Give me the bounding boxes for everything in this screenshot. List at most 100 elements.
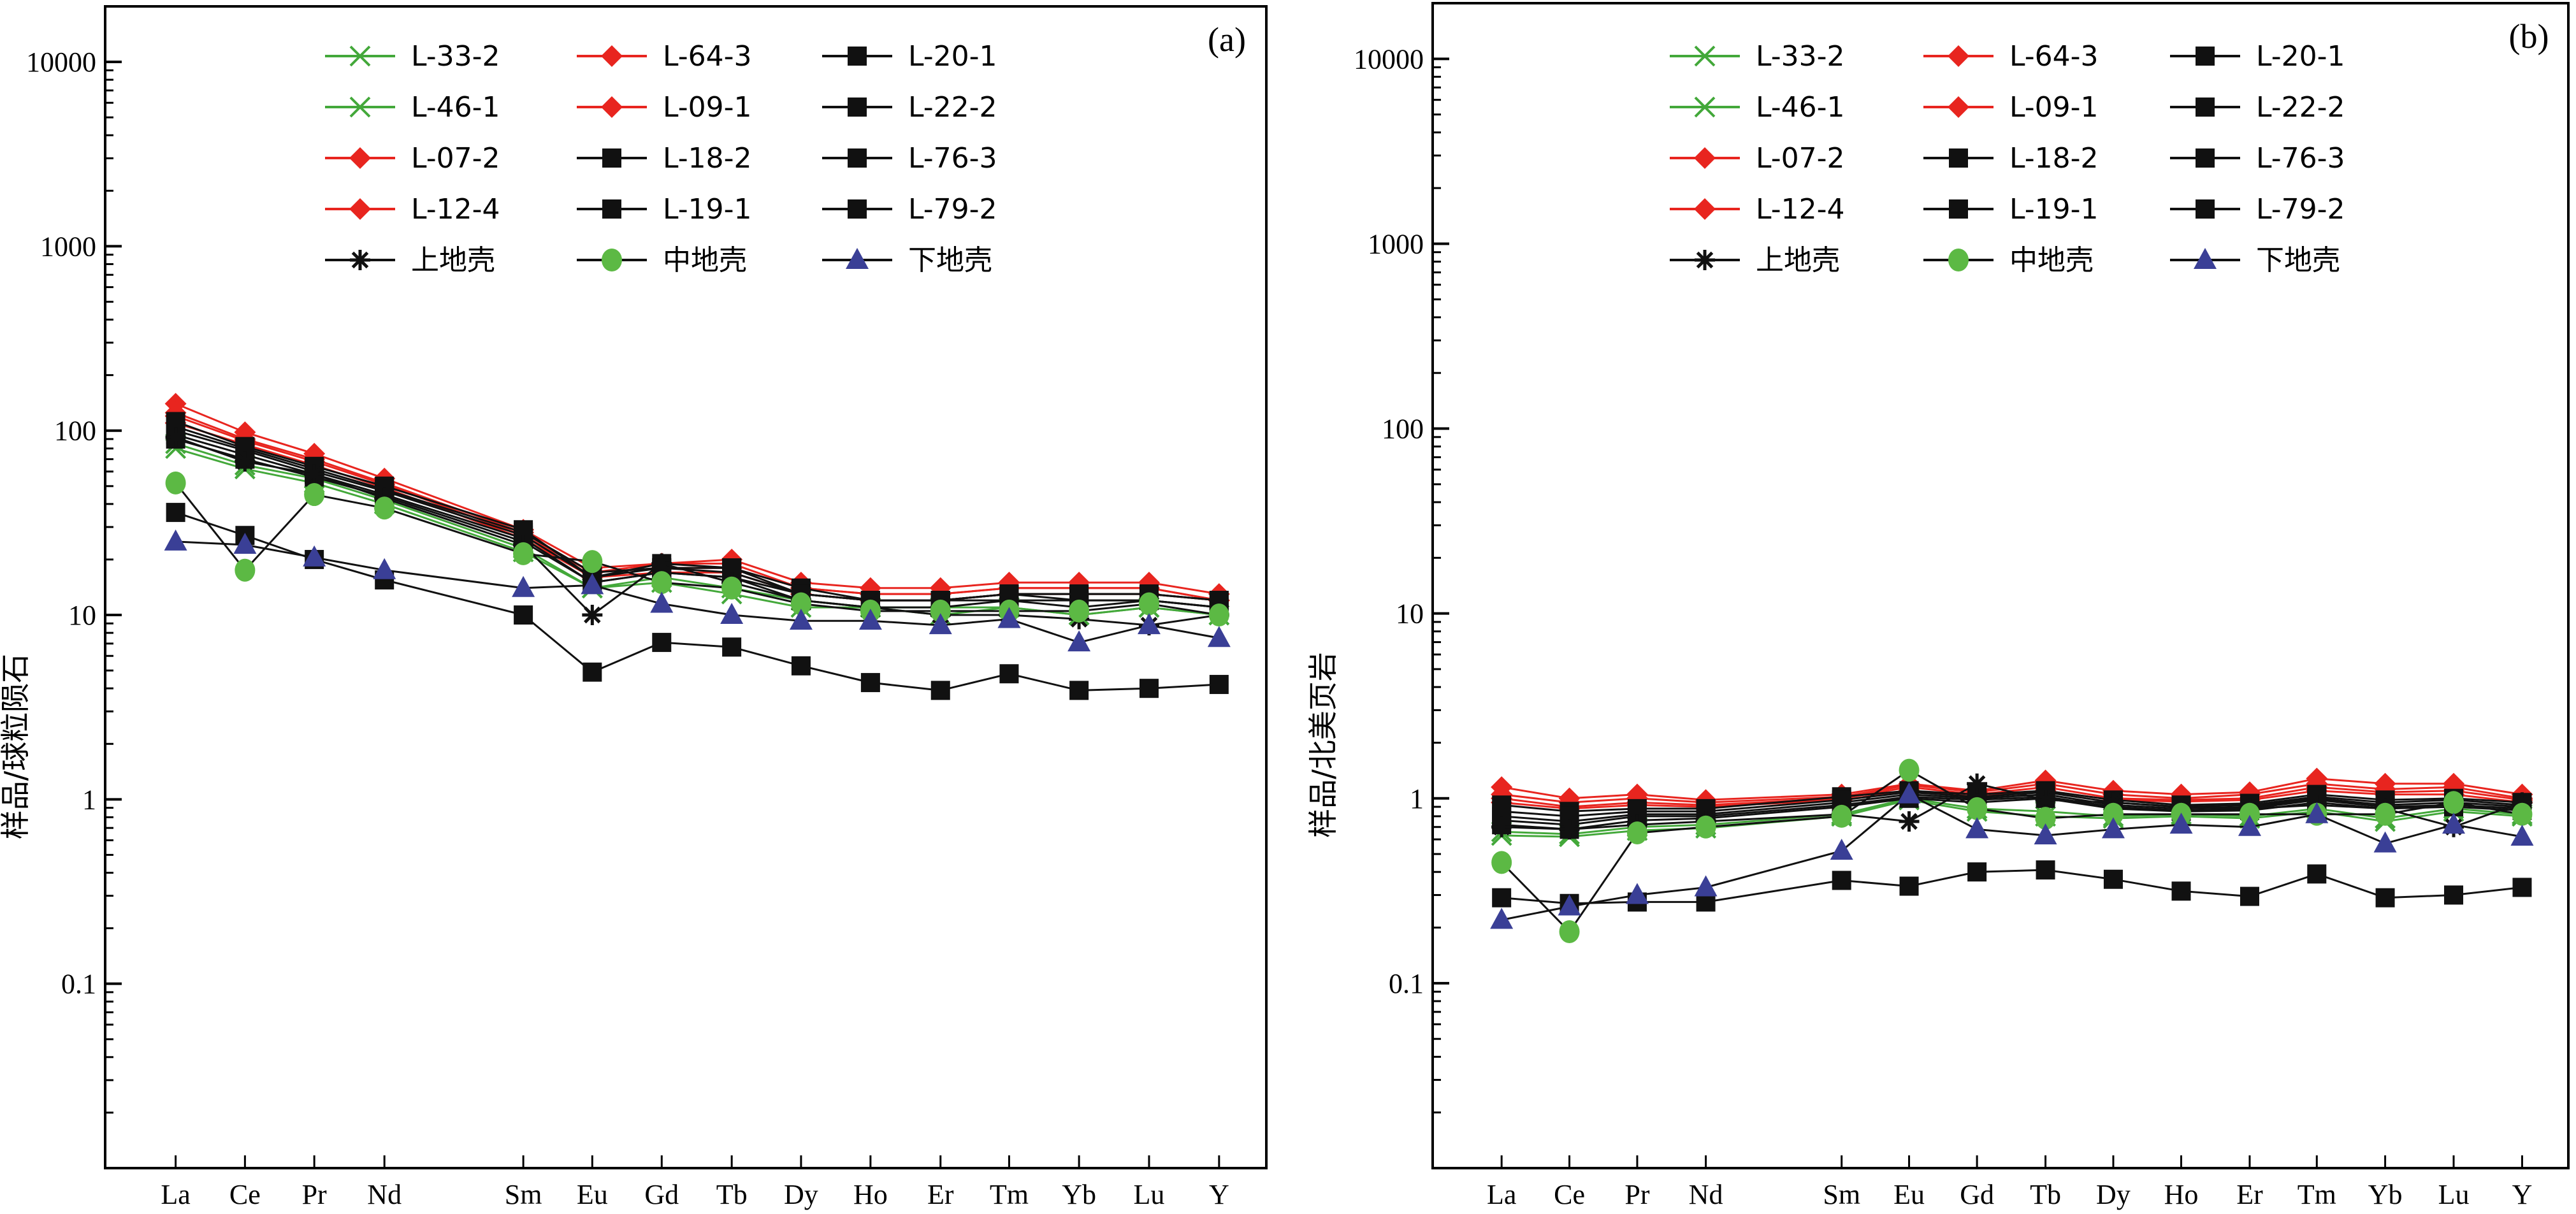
legend-label: L-12-4 [1756,193,1844,226]
legend-marker [602,199,621,219]
x-tick-label: Lu [1134,1179,1165,1210]
data-point [1695,815,1716,839]
legend-entry: L-07-2 [1670,142,1844,175]
data-point [929,613,952,635]
data-point [233,533,257,554]
data-point [2305,802,2329,823]
y-tick-label: 100 [54,416,96,447]
legend-entry: L-19-1 [577,193,751,226]
data-point [2307,864,2327,884]
x-tick-label: Pr [302,1179,327,1210]
legend-marker [602,249,622,271]
legend-entry: L-20-1 [822,40,997,73]
data-point [164,529,187,551]
data-point [1492,888,1512,907]
legend-label: L-79-2 [2256,193,2345,226]
legend-entry: L-76-3 [2170,142,2345,175]
legend-label: L-20-1 [2256,40,2345,73]
legend-marker [1948,249,1969,271]
x-tick-label: Dy [784,1179,818,1210]
legend-label: L-19-1 [663,193,751,226]
data-point [791,656,811,676]
data-point [1069,681,1089,700]
legend: L-33-2 L-46-1 L-07-2 L-12-4 上地壳 L-64-3 L-09-1 L… [1670,40,2345,277]
data-point [2375,802,2396,826]
series-L-79-2 [1492,860,2532,913]
legend-entry: L-46-1 [1670,91,1844,124]
x-tick-label: Gd [644,1179,679,1210]
y-axis: 0.1 1 10 100 1000 10000 [26,5,122,1169]
data-point [2035,807,2056,830]
data-point [1137,613,1161,635]
legend-entry: L-22-2 [2170,91,2345,124]
legend-entry: L-33-2 [325,40,500,73]
data-point [2169,813,2193,834]
legend-marker [349,198,371,220]
x-tick-label: Ce [1554,1179,1585,1210]
legend-marker [1694,198,1716,220]
x-tick-label: Y [1209,1179,1229,1210]
x-tick-label: Ho [2164,1179,2199,1210]
data-point [303,545,326,567]
legend-marker [848,199,867,219]
data-point [1831,804,1852,828]
data-point [1558,894,1581,916]
data-point [1559,920,1580,944]
data-point [2240,886,2259,906]
data-point [2375,888,2395,907]
legend-label: L-12-4 [411,193,500,226]
data-point [1967,797,1988,820]
legend-entry: L-64-3 [577,40,751,73]
data-point [722,637,742,657]
legend-label: L-79-2 [908,193,997,226]
x-tick-label: Sm [1823,1179,1860,1210]
data-point [1139,679,1159,698]
data-point [1207,626,1231,647]
data-point [930,599,951,623]
data-point [1694,875,1718,897]
data-point [2442,813,2466,834]
legend-entry: L-76-3 [822,142,997,175]
data-point [930,681,950,700]
legend-entry: L-09-1 [1923,91,2098,124]
legend-marker [349,147,371,169]
legend-entry: L-12-4 [1670,193,1844,226]
legend-label: 上地壳 [1756,244,1840,277]
y-tick-label: 0.1 [61,969,96,1000]
y-tick-label: 10 [68,600,96,631]
data-point [997,607,1021,628]
x-tick-label: Lu [2438,1179,2470,1210]
legend-label: L-76-3 [2256,142,2345,175]
data-point [166,503,185,523]
x-tick-label: Pr [1624,1179,1649,1210]
data-point [1491,851,1512,874]
data-point [650,591,674,613]
data-point [512,575,535,597]
legend-entry: L-33-2 [1670,40,1844,73]
data-point [1067,630,1091,652]
data-point [304,464,325,485]
legend-label: L-64-3 [2009,40,2098,73]
series-中地壳 [165,471,1229,627]
data-point [1626,821,1647,845]
legend-entry: 中地壳 [1923,244,2094,277]
data-point [2171,881,2191,901]
data-point [2443,791,2464,814]
legend-entry: L-09-1 [577,91,751,124]
legend-entry: L-12-4 [325,193,500,226]
data-point [1967,773,1988,794]
x-tick-label: Gd [1960,1179,1994,1210]
data-point [1899,758,1920,782]
x-tick-label: Eu [577,1179,608,1210]
x-axis: La Ce Pr Nd Sm Eu Gd Tb Dy Ho Er Tm Yb Lu Y [161,1155,1229,1210]
data-point [2101,817,2125,839]
panel-label: (b) [2509,17,2549,55]
x-tick-label: Yb [1062,1179,1096,1210]
y-tick-label: 10000 [1354,43,1424,75]
y-axis-label: 样品/北美页岩 [1306,652,1340,838]
data-point [2036,860,2055,880]
data-point [2102,792,2124,813]
x-tick-label: Nd [367,1179,402,1210]
series-L-07-2 [164,405,1230,612]
data-point [1832,871,1851,890]
